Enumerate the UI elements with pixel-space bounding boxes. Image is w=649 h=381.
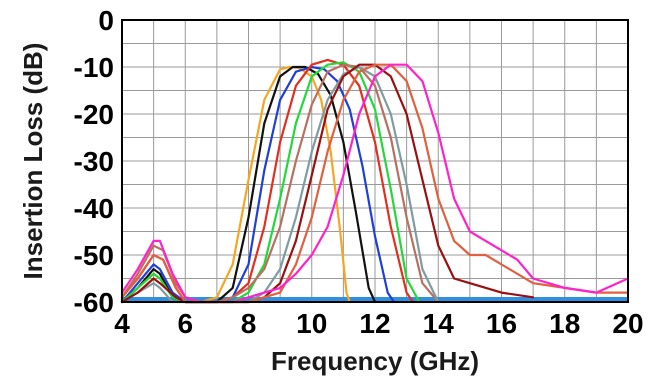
y-tick-label: -20 [74,99,114,130]
y-tick-label: -50 [74,240,114,271]
x-tick-label: 4 [114,308,130,339]
x-tick-label: 14 [423,308,455,339]
y-tick-label: -30 [74,146,114,177]
series-line-10 [120,63,630,304]
x-tick-label: 8 [241,308,257,339]
x-tick-label: 12 [359,308,390,339]
x-tick-label: 18 [549,308,580,339]
plot-frame [121,19,629,303]
x-tick-label: 20 [612,308,643,339]
series-line-3 [120,65,396,304]
series-layer [120,58,630,304]
x-tick-label: 10 [296,308,327,339]
y-tick-label: -40 [74,193,114,224]
y-tick-label: -10 [74,52,114,83]
series-line-5 [120,61,421,304]
x-tick-labels: 4 6 8 10 12 14 16 18 20 [114,308,643,339]
y-axis-title: Insertion Loss (dB) [18,43,48,280]
series-line-8 [120,63,535,304]
y-tick-label: -60 [74,287,114,318]
grid [122,20,628,302]
x-axis-title: Frequency (GHz) [271,346,479,376]
y-tick-labels: 0 -10 -20 -30 -40 -50 -60 [74,5,114,318]
series-line-2 [120,65,377,304]
series-line-7 [120,65,440,304]
y-tick-label: 0 [98,5,114,36]
x-tick-label: 16 [486,308,517,339]
x-tick-label: 6 [177,308,193,339]
series-line-9 [120,63,630,304]
